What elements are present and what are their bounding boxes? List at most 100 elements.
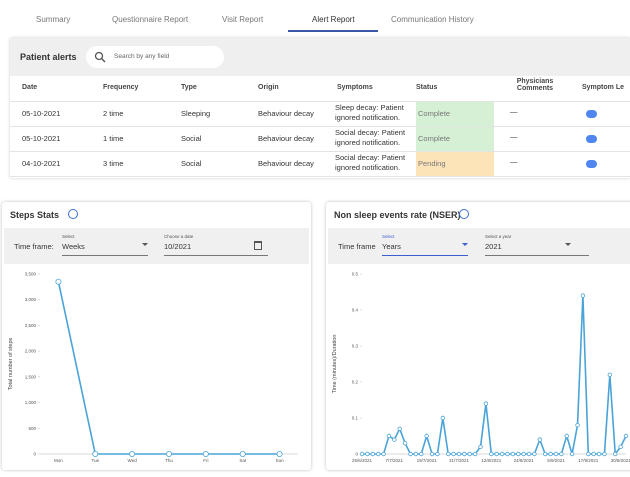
point <box>532 451 537 457</box>
y-tick-label: 0.2 <box>352 380 359 385</box>
y-tick-label: 0.1 <box>352 416 359 421</box>
point <box>408 451 413 457</box>
status-cell <box>416 152 494 176</box>
point <box>392 437 397 442</box>
x-tick-label: 5/9/2021 <box>547 458 565 463</box>
info-icon <box>459 209 469 219</box>
row-divider <box>10 101 630 102</box>
x-tick-label: Sat <box>239 458 247 463</box>
symptom-level <box>586 160 597 168</box>
point <box>537 437 542 442</box>
x-tick-label: 30/9/2021 <box>611 458 630 463</box>
search-icon <box>94 51 106 63</box>
search-box[interactable]: Search by any field <box>86 46 224 68</box>
point <box>462 451 467 457</box>
info-icon <box>68 209 78 219</box>
y-axis-label: Time (minutes)/Duration <box>332 335 338 394</box>
point <box>467 451 472 457</box>
dropdown-arrow <box>142 243 148 246</box>
tab[interactable]: Summary <box>36 15 71 24</box>
point <box>553 451 559 457</box>
alerts-header: Patient alerts Search by any field <box>10 38 630 76</box>
point <box>451 451 456 457</box>
tab[interactable]: Visit Report <box>222 15 264 24</box>
status: Complete <box>418 109 451 118</box>
column-header: Symptoms <box>337 84 373 91</box>
tab[interactable]: Communication History <box>391 15 474 24</box>
y-tick-label: 1,500 <box>25 374 37 379</box>
point <box>402 440 408 446</box>
point <box>618 444 623 449</box>
y-tick-label: 500 <box>28 426 36 431</box>
select-value[interactable]: Weeks <box>62 242 85 251</box>
origin: Behaviour decay <box>258 159 314 168</box>
point <box>375 451 381 457</box>
time-frame-label: Time frame <box>338 242 376 251</box>
date: 04-10-2021 <box>22 159 61 168</box>
tab[interactable]: Questionnaire Report <box>112 15 189 24</box>
y-tick-label: 0 <box>33 452 36 457</box>
select-value[interactable]: Years <box>382 242 401 251</box>
point <box>516 451 521 457</box>
type: Social <box>181 159 202 168</box>
picker-underline <box>164 255 268 256</box>
tab[interactable]: Alert Report <box>312 15 355 24</box>
steps-panel: Steps Stats Time frame: Select Weeks Choose … <box>2 202 311 470</box>
controls: Time frame Select Years Select a year 2021 <box>328 228 630 264</box>
column-header: Origin <box>258 84 279 91</box>
x-tick-label: Thu <box>165 458 173 463</box>
row-divider <box>10 126 630 127</box>
point <box>526 451 532 457</box>
chart: Time (minutes)/Duration 0 0.1 0.2 0.3 0.4 0.5 2… <box>332 272 630 464</box>
panel-title: Non sleep events rate (NSER) <box>334 210 461 220</box>
origin: Behaviour decay <box>258 134 314 143</box>
row-divider <box>10 176 630 177</box>
point <box>440 415 446 421</box>
point <box>559 451 564 457</box>
status: Complete <box>418 134 451 143</box>
y-tick-label: 0.5 <box>352 272 359 277</box>
column-header: Physicians Comments <box>516 78 554 92</box>
type: Sleeping <box>181 109 211 118</box>
point <box>446 451 451 457</box>
point <box>381 451 386 457</box>
column-header: Type <box>181 84 197 91</box>
nser-panel: Non sleep events rate (NSER) Time frame Se… <box>326 202 630 470</box>
y-tick-label: 3,000 <box>25 297 37 302</box>
x-tick-label: Wed <box>128 458 138 463</box>
point <box>397 426 402 431</box>
panel-title: Steps Stats <box>10 210 60 220</box>
origin: Behaviour decay <box>258 109 314 118</box>
point <box>424 433 429 439</box>
point <box>613 451 618 457</box>
point <box>92 450 99 457</box>
point <box>239 450 246 457</box>
column-header: Symptom Le <box>582 84 625 91</box>
status: Pending <box>418 159 446 168</box>
symptom-level <box>586 110 597 118</box>
y-tick-label: 0.3 <box>352 344 359 349</box>
point <box>413 451 419 457</box>
picker-value[interactable]: 10/2021 <box>164 242 192 251</box>
point <box>575 422 580 428</box>
point <box>623 433 629 439</box>
frequency: 2 time <box>103 109 124 118</box>
picker-label: Select a year <box>485 234 512 239</box>
point <box>55 278 62 285</box>
picker-value[interactable]: 2021 <box>485 242 502 251</box>
search-placeholder: Search by any field <box>114 53 170 60</box>
x-tick-label: Fri <box>203 458 208 463</box>
point <box>359 451 365 457</box>
point <box>494 451 499 457</box>
symptoms: Sleep decay: Patient ignored notificatio… <box>335 103 404 122</box>
symptoms: Social decay: Patient ignored notificati… <box>335 128 406 147</box>
row-divider <box>10 151 630 152</box>
point <box>370 451 375 457</box>
active-tab-indicator <box>288 30 378 32</box>
picker-underline <box>485 255 589 256</box>
point <box>596 451 602 457</box>
select-underline <box>382 255 468 256</box>
time-frame-label: Time frame: <box>14 242 54 251</box>
x-tick-label: Tue <box>91 458 99 463</box>
